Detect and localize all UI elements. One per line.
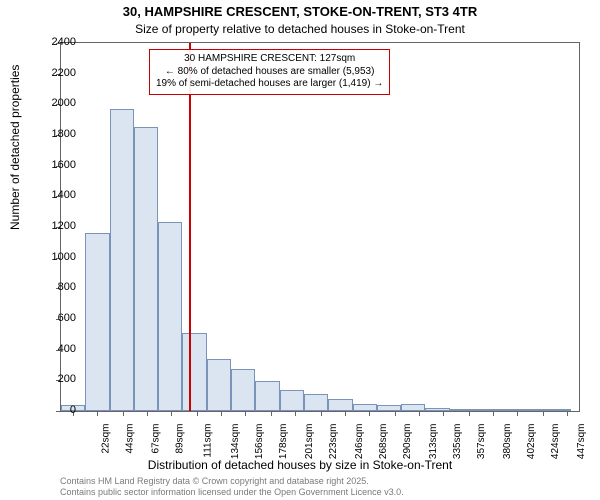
x-tick-mark bbox=[171, 411, 172, 416]
x-tick-label: 335sqm bbox=[452, 424, 463, 460]
y-tick-label: 1400 bbox=[52, 189, 76, 201]
x-axis-label: Distribution of detached houses by size … bbox=[0, 458, 600, 472]
y-tick-label: 0 bbox=[70, 404, 76, 416]
x-tick-mark bbox=[493, 411, 494, 416]
x-tick-mark bbox=[567, 411, 568, 416]
x-tick-mark bbox=[395, 411, 396, 416]
x-tick-label: 402sqm bbox=[526, 424, 537, 460]
y-tick-mark bbox=[56, 411, 61, 412]
histogram-bar bbox=[207, 359, 231, 411]
y-tick-label: 2000 bbox=[52, 97, 76, 109]
histogram-bar bbox=[85, 233, 109, 411]
x-tick-mark bbox=[197, 411, 198, 416]
histogram-bar bbox=[498, 409, 522, 411]
x-tick-label: 380sqm bbox=[502, 424, 513, 460]
y-tick-label: 2400 bbox=[52, 36, 76, 48]
x-tick-mark bbox=[321, 411, 322, 416]
x-tick-label: 357sqm bbox=[476, 424, 487, 460]
x-tick-label: 201sqm bbox=[304, 424, 315, 460]
x-tick-mark bbox=[345, 411, 346, 416]
x-tick-mark bbox=[245, 411, 246, 416]
chart-title: 30, HAMPSHIRE CRESCENT, STOKE-ON-TRENT, … bbox=[0, 4, 600, 19]
x-tick-mark bbox=[295, 411, 296, 416]
annotation-box: 30 HAMPSHIRE CRESCENT: 127sqm ← 80% of d… bbox=[149, 49, 390, 95]
annotation-line2: ← 80% of detached houses are smaller (5,… bbox=[156, 66, 383, 79]
x-tick-label: 447sqm bbox=[576, 424, 587, 460]
x-tick-mark bbox=[97, 411, 98, 416]
y-axis-label: Number of detached properties bbox=[8, 65, 22, 230]
y-tick-label: 2200 bbox=[52, 67, 76, 79]
y-tick-label: 1000 bbox=[52, 251, 76, 263]
histogram-bar bbox=[353, 404, 377, 411]
y-tick-label: 1200 bbox=[52, 220, 76, 232]
y-tick-label: 600 bbox=[58, 312, 76, 324]
plot-area: 30 HAMPSHIRE CRESCENT: 127sqm ← 80% of d… bbox=[60, 42, 580, 412]
chart-container: 30, HAMPSHIRE CRESCENT, STOKE-ON-TRENT, … bbox=[0, 0, 600, 500]
footer-line1: Contains HM Land Registry data © Crown c… bbox=[60, 476, 404, 487]
annotation-line3: 19% of semi-detached houses are larger (… bbox=[156, 78, 383, 91]
marker-line bbox=[189, 43, 191, 411]
y-tick-label: 1600 bbox=[52, 159, 76, 171]
y-tick-label: 1800 bbox=[52, 128, 76, 140]
histogram-bar bbox=[304, 394, 328, 411]
x-tick-label: 89sqm bbox=[175, 424, 186, 454]
histogram-bar bbox=[182, 333, 206, 411]
x-tick-mark bbox=[419, 411, 420, 416]
x-tick-mark bbox=[517, 411, 518, 416]
annotation-line1: 30 HAMPSHIRE CRESCENT: 127sqm bbox=[156, 53, 383, 66]
x-tick-label: 67sqm bbox=[150, 424, 161, 454]
x-tick-label: 44sqm bbox=[125, 424, 136, 454]
x-tick-label: 156sqm bbox=[254, 424, 265, 460]
histogram-bar bbox=[401, 404, 425, 411]
histogram-bar bbox=[231, 369, 255, 411]
x-tick-mark bbox=[543, 411, 544, 416]
x-tick-label: 268sqm bbox=[378, 424, 389, 460]
footer-line2: Contains public sector information licen… bbox=[60, 487, 404, 498]
chart-subtitle: Size of property relative to detached ho… bbox=[0, 22, 600, 36]
histogram-bar bbox=[110, 109, 134, 411]
histogram-bar bbox=[328, 399, 352, 411]
footer-attribution: Contains HM Land Registry data © Crown c… bbox=[60, 476, 404, 498]
x-tick-label: 246sqm bbox=[354, 424, 365, 460]
x-tick-mark bbox=[443, 411, 444, 416]
x-tick-label: 134sqm bbox=[230, 424, 241, 460]
x-tick-label: 223sqm bbox=[328, 424, 339, 460]
x-tick-label: 178sqm bbox=[279, 424, 290, 460]
histogram-bar bbox=[255, 381, 279, 411]
histogram-bar bbox=[158, 222, 182, 411]
histogram-bar bbox=[450, 409, 474, 411]
x-tick-label: 424sqm bbox=[550, 424, 561, 460]
histogram-bar bbox=[134, 127, 158, 411]
x-tick-label: 22sqm bbox=[101, 424, 112, 454]
x-tick-label: 313sqm bbox=[428, 424, 439, 460]
x-tick-mark bbox=[221, 411, 222, 416]
x-tick-label: 290sqm bbox=[402, 424, 413, 460]
histogram-bar bbox=[377, 405, 401, 411]
histogram-bar bbox=[425, 408, 449, 411]
y-tick-label: 800 bbox=[58, 281, 76, 293]
x-tick-mark bbox=[271, 411, 272, 416]
y-tick-label: 400 bbox=[58, 343, 76, 355]
histogram-bar bbox=[280, 390, 304, 411]
x-tick-mark bbox=[147, 411, 148, 416]
x-tick-mark bbox=[469, 411, 470, 416]
y-tick-label: 200 bbox=[58, 373, 76, 385]
x-tick-mark bbox=[123, 411, 124, 416]
x-tick-mark bbox=[369, 411, 370, 416]
histogram-bar bbox=[474, 409, 498, 411]
x-tick-label: 111sqm bbox=[203, 424, 214, 458]
